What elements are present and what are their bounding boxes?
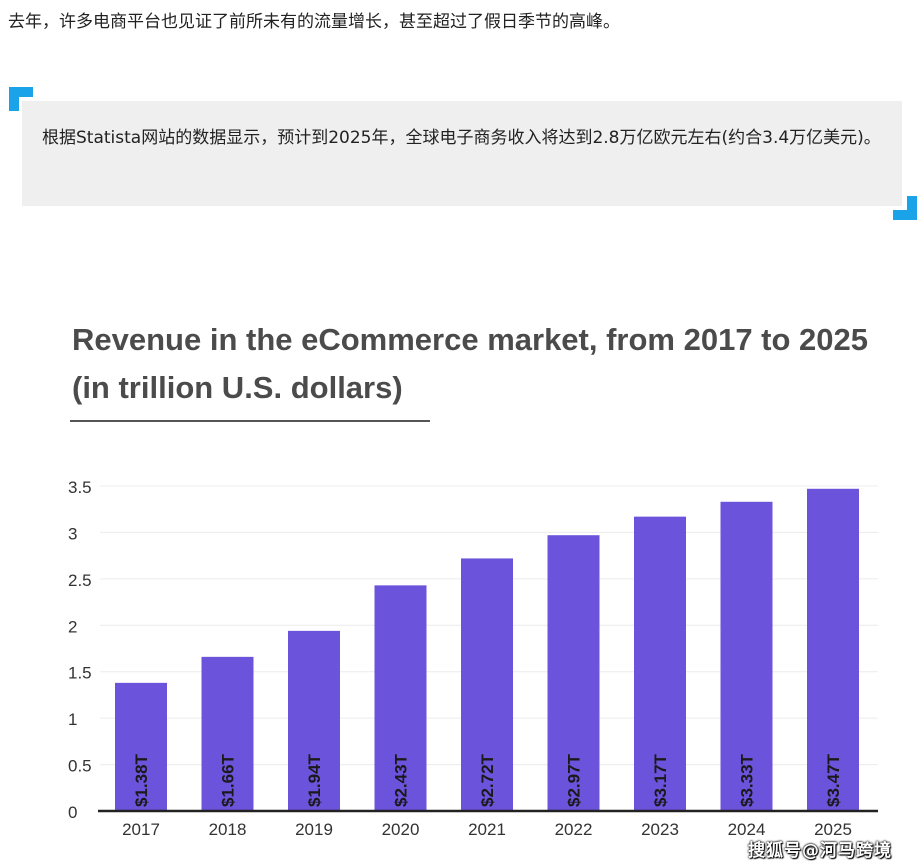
bar — [115, 682, 167, 811]
bar-value-label: $3.47T — [824, 753, 843, 807]
bar-value-label: $2.43T — [392, 753, 411, 807]
bar-value-label: $3.33T — [738, 753, 757, 807]
y-tick-label: 0.5 — [68, 757, 92, 776]
bar-value-label: $3.17T — [651, 753, 670, 807]
quote-open-mark-icon — [9, 87, 33, 111]
x-tick-label: 2017 — [122, 820, 160, 839]
watermark-text: 搜狐号@河马跨境 — [748, 841, 892, 861]
x-tick-label: 2025 — [814, 820, 852, 839]
bar — [374, 585, 427, 811]
bar-value-label: $1.66T — [219, 753, 238, 807]
quote-close-mark-icon — [893, 196, 917, 220]
bar-value-label: $1.38T — [132, 753, 151, 807]
bar-value-label: $2.72T — [478, 753, 497, 807]
bar — [288, 630, 340, 811]
chart-title: Revenue in the eCommerce market, from 20… — [72, 322, 869, 405]
y-tick-label: 2 — [68, 617, 77, 636]
quote-text: 根据Statista网站的数据显示，预计到2025年，全球电子商务收入将达到2.… — [42, 128, 881, 148]
bar — [547, 535, 600, 811]
bar-value-label: $1.94T — [305, 753, 324, 807]
bar — [807, 488, 859, 811]
x-tick-label: 2022 — [555, 820, 593, 839]
y-tick-label: 1.5 — [68, 664, 92, 683]
bar — [720, 501, 773, 811]
y-tick-label: 0 — [68, 803, 77, 822]
y-tick-label: 3 — [68, 524, 77, 543]
x-tick-label: 2021 — [468, 820, 506, 839]
y-tick-label: 1 — [68, 710, 77, 729]
bar — [461, 558, 513, 811]
x-tick-label: 2020 — [382, 820, 420, 839]
x-tick-label: 2018 — [209, 820, 247, 839]
bar — [201, 656, 254, 811]
x-tick-label: 2024 — [728, 820, 766, 839]
bar-value-label: $2.97T — [565, 753, 584, 807]
y-tick-label: 3.5 — [68, 478, 92, 497]
x-tick-label: 2019 — [295, 820, 333, 839]
intro-paragraph: 去年，许多电商平台也见证了前所未有的流量增长，甚至超过了假日季节的高峰。 — [8, 12, 620, 32]
quote-block: 根据Statista网站的数据显示，预计到2025年，全球电子商务收入将达到2.… — [22, 101, 902, 206]
x-tick-label: 2023 — [641, 820, 679, 839]
title-underline — [70, 420, 430, 422]
bar — [634, 516, 686, 811]
revenue-bar-chart: $1.38T $1.66T $1.94T $2.43T $2.72T $2.97T $3.1… — [68, 478, 878, 839]
y-tick-label: 2.5 — [68, 571, 92, 590]
